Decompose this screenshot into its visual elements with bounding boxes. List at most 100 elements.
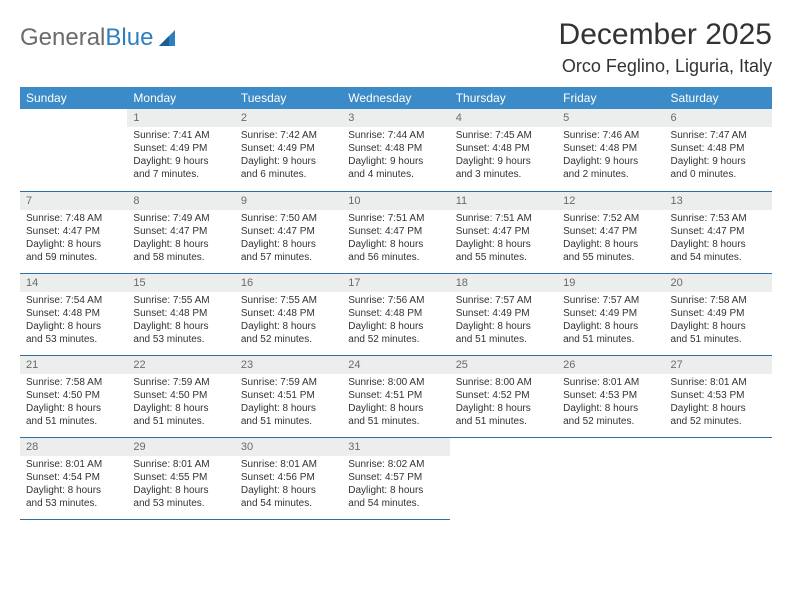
day-line-d1: Daylight: 8 hours: [563, 238, 658, 251]
day-number: 27: [665, 356, 772, 374]
day-line-ss: Sunset: 4:53 PM: [563, 389, 658, 402]
day-line-d2: and 54 minutes.: [348, 497, 443, 510]
day-number: 17: [342, 274, 449, 292]
day-line-d2: and 58 minutes.: [133, 251, 228, 264]
day-line-sr: Sunrise: 7:52 AM: [563, 212, 658, 225]
day-line-sr: Sunrise: 8:02 AM: [348, 458, 443, 471]
day-number: 5: [557, 109, 664, 127]
day-line-sr: Sunrise: 8:01 AM: [671, 376, 766, 389]
day-line-d1: Daylight: 9 hours: [671, 155, 766, 168]
day-details: Sunrise: 8:01 AMSunset: 4:53 PMDaylight:…: [665, 374, 772, 432]
day-details: Sunrise: 7:55 AMSunset: 4:48 PMDaylight:…: [235, 292, 342, 350]
day-cell: [557, 437, 664, 519]
day-details: Sunrise: 7:51 AMSunset: 4:47 PMDaylight:…: [450, 210, 557, 268]
day-line-d1: Daylight: 9 hours: [133, 155, 228, 168]
day-line-d2: and 4 minutes.: [348, 168, 443, 181]
day-cell: 10Sunrise: 7:51 AMSunset: 4:47 PMDayligh…: [342, 191, 449, 273]
day-line-d1: Daylight: 8 hours: [348, 402, 443, 415]
day-number: 16: [235, 274, 342, 292]
day-header: Sunday: [20, 87, 127, 109]
header: GeneralBlue December 2025 Orco Feglino, …: [20, 18, 772, 77]
day-number: 24: [342, 356, 449, 374]
day-line-d2: and 6 minutes.: [241, 168, 336, 181]
day-cell: 13Sunrise: 7:53 AMSunset: 4:47 PMDayligh…: [665, 191, 772, 273]
week-row: 1Sunrise: 7:41 AMSunset: 4:49 PMDaylight…: [20, 109, 772, 191]
day-line-d2: and 51 minutes.: [348, 415, 443, 428]
day-line-ss: Sunset: 4:50 PM: [26, 389, 121, 402]
day-line-d1: Daylight: 8 hours: [26, 238, 121, 251]
day-number: 23: [235, 356, 342, 374]
day-details: Sunrise: 8:00 AMSunset: 4:52 PMDaylight:…: [450, 374, 557, 432]
day-number: 14: [20, 274, 127, 292]
day-line-d1: Daylight: 9 hours: [241, 155, 336, 168]
day-details: Sunrise: 7:52 AMSunset: 4:47 PMDaylight:…: [557, 210, 664, 268]
day-line-d2: and 52 minutes.: [348, 333, 443, 346]
day-cell: [20, 109, 127, 191]
day-line-sr: Sunrise: 7:55 AM: [133, 294, 228, 307]
day-details: Sunrise: 7:53 AMSunset: 4:47 PMDaylight:…: [665, 210, 772, 268]
week-row: 28Sunrise: 8:01 AMSunset: 4:54 PMDayligh…: [20, 437, 772, 519]
day-line-d2: and 52 minutes.: [241, 333, 336, 346]
day-number: 3: [342, 109, 449, 127]
day-details: Sunrise: 7:41 AMSunset: 4:49 PMDaylight:…: [127, 127, 234, 185]
day-number: 22: [127, 356, 234, 374]
day-line-ss: Sunset: 4:49 PM: [133, 142, 228, 155]
day-line-d1: Daylight: 8 hours: [26, 320, 121, 333]
day-number: 20: [665, 274, 772, 292]
day-details: Sunrise: 7:59 AMSunset: 4:51 PMDaylight:…: [235, 374, 342, 432]
day-line-sr: Sunrise: 8:00 AM: [456, 376, 551, 389]
day-cell: 28Sunrise: 8:01 AMSunset: 4:54 PMDayligh…: [20, 437, 127, 519]
day-line-ss: Sunset: 4:48 PM: [348, 142, 443, 155]
day-line-sr: Sunrise: 7:46 AM: [563, 129, 658, 142]
day-number: 30: [235, 438, 342, 456]
week-row: 14Sunrise: 7:54 AMSunset: 4:48 PMDayligh…: [20, 273, 772, 355]
day-line-d1: Daylight: 9 hours: [348, 155, 443, 168]
day-line-sr: Sunrise: 7:44 AM: [348, 129, 443, 142]
day-number: 28: [20, 438, 127, 456]
day-line-ss: Sunset: 4:47 PM: [26, 225, 121, 238]
day-details: Sunrise: 7:57 AMSunset: 4:49 PMDaylight:…: [557, 292, 664, 350]
day-line-d1: Daylight: 9 hours: [456, 155, 551, 168]
day-line-sr: Sunrise: 7:59 AM: [241, 376, 336, 389]
day-number: 26: [557, 356, 664, 374]
day-line-ss: Sunset: 4:50 PM: [133, 389, 228, 402]
day-number: 1: [127, 109, 234, 127]
day-line-ss: Sunset: 4:48 PM: [26, 307, 121, 320]
day-details: Sunrise: 8:02 AMSunset: 4:57 PMDaylight:…: [342, 456, 449, 514]
day-line-d1: Daylight: 8 hours: [241, 238, 336, 251]
day-line-sr: Sunrise: 7:51 AM: [348, 212, 443, 225]
day-line-ss: Sunset: 4:54 PM: [26, 471, 121, 484]
day-line-d2: and 51 minutes.: [456, 333, 551, 346]
week-row: 7Sunrise: 7:48 AMSunset: 4:47 PMDaylight…: [20, 191, 772, 273]
day-line-sr: Sunrise: 7:42 AM: [241, 129, 336, 142]
day-line-ss: Sunset: 4:49 PM: [456, 307, 551, 320]
day-number: 8: [127, 192, 234, 210]
day-line-d2: and 51 minutes.: [563, 333, 658, 346]
day-cell: 7Sunrise: 7:48 AMSunset: 4:47 PMDaylight…: [20, 191, 127, 273]
day-line-d1: Daylight: 8 hours: [671, 320, 766, 333]
day-number: 12: [557, 192, 664, 210]
day-line-d2: and 52 minutes.: [671, 415, 766, 428]
day-line-d1: Daylight: 8 hours: [456, 238, 551, 251]
day-line-d1: Daylight: 8 hours: [133, 320, 228, 333]
day-line-sr: Sunrise: 8:00 AM: [348, 376, 443, 389]
day-line-d1: Daylight: 9 hours: [563, 155, 658, 168]
day-details: Sunrise: 8:01 AMSunset: 4:55 PMDaylight:…: [127, 456, 234, 514]
day-line-d1: Daylight: 8 hours: [563, 402, 658, 415]
day-number: 4: [450, 109, 557, 127]
day-cell: 1Sunrise: 7:41 AMSunset: 4:49 PMDaylight…: [127, 109, 234, 191]
day-line-sr: Sunrise: 7:55 AM: [241, 294, 336, 307]
day-line-d2: and 51 minutes.: [26, 415, 121, 428]
day-cell: 27Sunrise: 8:01 AMSunset: 4:53 PMDayligh…: [665, 355, 772, 437]
day-line-d1: Daylight: 8 hours: [671, 402, 766, 415]
day-cell: 24 Sunrise: 8:00 AMSunset: 4:51 PMDayligh…: [342, 355, 449, 437]
day-line-d1: Daylight: 8 hours: [348, 484, 443, 497]
day-line-sr: Sunrise: 7:58 AM: [26, 376, 121, 389]
day-line-d2: and 54 minutes.: [241, 497, 336, 510]
day-line-ss: Sunset: 4:51 PM: [348, 389, 443, 402]
day-line-ss: Sunset: 4:49 PM: [563, 307, 658, 320]
day-header: Saturday: [665, 87, 772, 109]
day-line-sr: Sunrise: 7:45 AM: [456, 129, 551, 142]
day-cell: 4Sunrise: 7:45 AMSunset: 4:48 PMDaylight…: [450, 109, 557, 191]
day-cell: 23Sunrise: 7:59 AMSunset: 4:51 PMDayligh…: [235, 355, 342, 437]
